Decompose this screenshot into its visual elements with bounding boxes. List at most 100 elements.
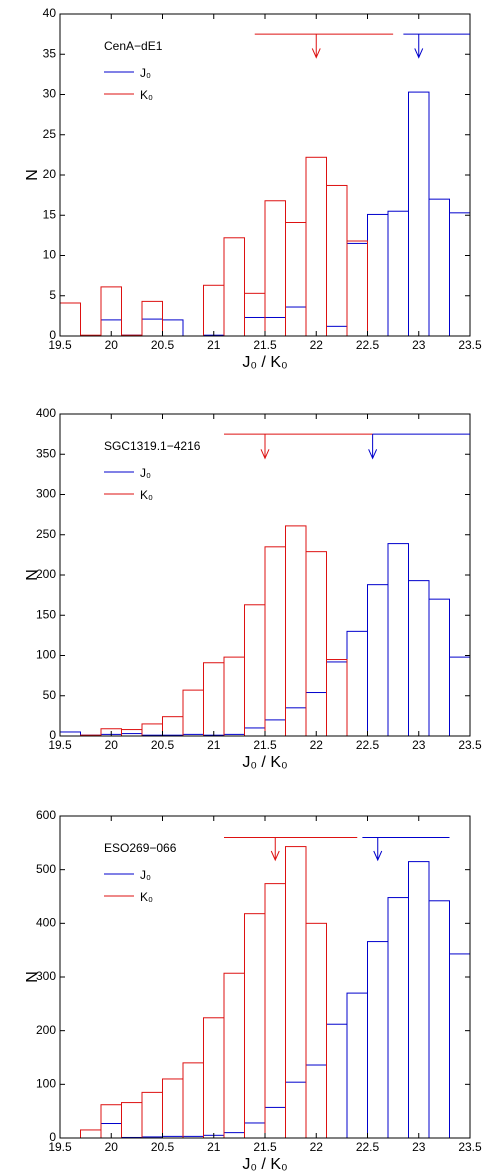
bar [428, 598, 450, 737]
y-tick-label: 350 [36, 446, 56, 460]
bar [346, 240, 368, 337]
bar [285, 525, 307, 737]
bar [162, 716, 184, 737]
x-tick-label: 22 [310, 338, 324, 352]
limit-arrow [368, 434, 378, 460]
bar [244, 292, 266, 337]
bar [305, 551, 327, 737]
y-axis-label: N [24, 169, 41, 181]
x-tick-label: 21.5 [253, 1140, 277, 1154]
bar [203, 662, 225, 737]
bar [326, 1023, 348, 1139]
bar [182, 689, 204, 737]
x-tick-label: 23.5 [458, 738, 482, 752]
y-axis-label: N [24, 971, 41, 983]
bar [367, 584, 389, 737]
bar [285, 846, 307, 1139]
bar [244, 604, 266, 737]
y-tick-label: 35 [43, 46, 57, 60]
bar [203, 1017, 225, 1139]
y-tick-label: 100 [36, 1077, 56, 1091]
bar [449, 953, 471, 1139]
x-tick-label: 21 [207, 738, 221, 752]
x-tick-label: 23 [412, 338, 426, 352]
x-tick-label: 20 [105, 738, 119, 752]
x-tick-label: 21.5 [253, 738, 277, 752]
y-tick-label: 300 [36, 487, 56, 501]
bar [346, 242, 368, 337]
x-axis-label: J₀ / K₀ [242, 1156, 287, 1173]
bar [244, 316, 266, 337]
bar [305, 922, 327, 1139]
x-axis-label: J₀ / K₀ [242, 354, 287, 371]
x-tick-label: 20 [105, 338, 119, 352]
bar [346, 630, 368, 737]
bar [264, 546, 286, 737]
y-tick-label: 0 [49, 728, 56, 742]
bar [387, 897, 409, 1139]
limit-arrow [373, 837, 383, 862]
bar [141, 1091, 163, 1139]
bar [264, 200, 286, 337]
x-axis-label: J₀ / K₀ [242, 754, 287, 771]
limit-arrow [311, 34, 321, 59]
bar [408, 580, 430, 737]
y-tick-label: 5 [49, 288, 56, 302]
bar [449, 212, 471, 337]
bar [244, 727, 266, 737]
bar [141, 723, 163, 737]
y-tick-label: 0 [49, 328, 56, 342]
bar [223, 656, 245, 737]
y-tick-label: 100 [36, 648, 56, 662]
y-tick-label: 150 [36, 607, 56, 621]
bar [408, 91, 430, 337]
bar [305, 1064, 327, 1139]
x-tick-label: 20.5 [151, 338, 175, 352]
bar [305, 692, 327, 737]
annotation: CenA−dE1 [104, 39, 163, 53]
bar [182, 1062, 204, 1139]
bar [326, 184, 348, 337]
legend-label: J₀ [140, 66, 151, 80]
y-tick-label: 30 [43, 87, 57, 101]
bar [264, 719, 286, 737]
bar [305, 156, 327, 337]
bar [162, 1078, 184, 1139]
y-axis-label: N [24, 569, 41, 581]
bar [346, 992, 368, 1139]
x-tick-label: 21 [207, 338, 221, 352]
bar [326, 325, 348, 337]
x-tick-label: 19.5 [48, 738, 72, 752]
y-tick-label: 200 [36, 567, 56, 581]
bar [264, 316, 286, 337]
y-tick-label: 40 [43, 6, 57, 20]
x-tick-label: 20 [105, 1140, 119, 1154]
bar [223, 237, 245, 337]
limit-arrow [414, 34, 424, 59]
y-tick-label: 400 [36, 406, 56, 420]
bar [223, 1132, 245, 1139]
legend-label: K₀ [140, 488, 153, 502]
bar [285, 1081, 307, 1139]
y-tick-label: 10 [43, 248, 57, 262]
bar [244, 1122, 266, 1139]
limit-arrow [270, 837, 280, 862]
x-tick-label: 23 [412, 738, 426, 752]
bar [100, 286, 122, 337]
bar [285, 306, 307, 337]
y-tick-label: 0 [49, 1130, 56, 1144]
bar [326, 659, 348, 737]
x-tick-label: 22 [310, 1140, 324, 1154]
x-tick-label: 22 [310, 738, 324, 752]
bar [121, 729, 143, 737]
bar [141, 318, 163, 337]
bar [428, 198, 450, 337]
x-tick-label: 20.5 [151, 738, 175, 752]
bar [285, 221, 307, 337]
bar [387, 543, 409, 737]
annotation: ESO269−066 [104, 841, 177, 855]
y-tick-label: 200 [36, 1023, 56, 1037]
y-tick-label: 400 [36, 916, 56, 930]
bar [59, 302, 81, 337]
